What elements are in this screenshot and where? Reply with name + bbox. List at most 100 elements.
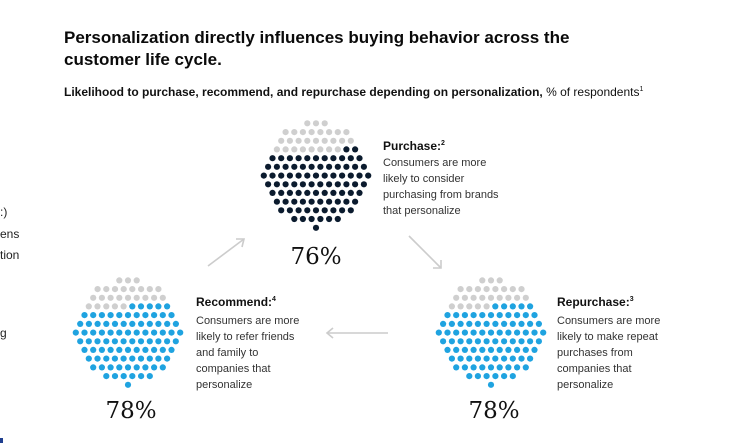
recommend-filled-dot — [85, 355, 92, 362]
purchase-filled-dot — [321, 172, 328, 179]
recommend-filled-dot — [159, 364, 166, 371]
repurchase-filled-dot — [501, 303, 508, 310]
recommend-filled-dot — [124, 346, 132, 353]
purchase-empty-dot — [330, 137, 337, 144]
repurchase-filled-dot — [487, 346, 495, 353]
purchase-value-label: 76% — [290, 244, 341, 270]
purchase-empty-dot — [282, 146, 289, 153]
repurchase-filled-dot — [461, 364, 468, 371]
left-cutoff-text-4: g — [0, 326, 7, 340]
repurchase-filled-dot — [466, 338, 473, 345]
recommend-dot-circle — [72, 277, 184, 388]
repurchase-filled-dot — [509, 338, 516, 345]
purchase-filled-dot — [286, 189, 293, 196]
purchase-filled-dot — [282, 163, 289, 170]
recommend-filled-dot — [155, 303, 162, 310]
recommend-filled-dot — [107, 364, 114, 371]
repurchase-filled-dot — [501, 320, 508, 327]
purchase-filled-dot — [339, 155, 346, 162]
left-cutoff-text-1: :) — [0, 205, 8, 219]
purchase-empty-dot — [334, 129, 341, 136]
recommend-filled-dot — [151, 312, 158, 319]
repurchase-desc-line: Consumers are more — [557, 315, 660, 327]
repurchase-filled-dot — [440, 338, 447, 345]
repurchase-filled-dot — [509, 303, 516, 310]
recommend-empty-dot — [138, 286, 145, 293]
purchase-empty-dot — [286, 137, 293, 144]
purchase-filled-dot — [282, 181, 289, 188]
purchase-label-name: Purchase — [383, 139, 437, 153]
repurchase-filled-dot — [492, 373, 499, 380]
purchase-filled-dot — [295, 189, 302, 196]
recommend-desc-line: Consumers are more — [196, 315, 299, 327]
purchase-filled-dot — [304, 189, 311, 196]
purchase-empty-dot — [304, 120, 311, 127]
arrow-repurchase-to-recommend — [325, 327, 388, 339]
repurchase-filled-dot — [461, 312, 468, 319]
repurchase-filled-dot — [492, 303, 499, 310]
repurchase-filled-dot — [487, 364, 495, 371]
repurchase-filled-dot — [492, 320, 499, 327]
purchase-empty-dot — [347, 137, 354, 144]
repurchase-empty-dot — [522, 294, 529, 301]
repurchase-filled-dot — [527, 338, 534, 345]
repurchase-empty-dot — [483, 303, 490, 310]
recommend-filled-dot — [120, 355, 127, 362]
repurchase-empty-dot — [487, 294, 495, 301]
recommend-filled-dot — [111, 320, 119, 327]
repurchase-filled-dot — [514, 312, 521, 319]
recommend-empty-dot — [116, 277, 123, 284]
repurchase-filled-dot — [535, 320, 543, 327]
repurchase-filled-dot — [483, 320, 490, 327]
recommend-filled-dot — [137, 338, 145, 345]
recommend-filled-dot — [98, 329, 105, 336]
recommend-filled-dot — [129, 338, 136, 345]
repurchase-filled-dot — [501, 373, 508, 380]
recommend-filled-dot — [116, 329, 123, 336]
recommend-filled-dot — [159, 329, 166, 336]
purchase-filled-dot — [299, 198, 306, 205]
repurchase-filled-dot — [531, 312, 538, 319]
recommend-label-name: Recommend — [196, 295, 268, 309]
repurchase-filled-dot — [514, 329, 521, 336]
purchase-filled-dot — [278, 189, 285, 196]
recommend-empty-dot — [151, 294, 158, 301]
purchase-filled-dot — [343, 163, 350, 170]
repurchase-filled-dot — [470, 364, 477, 371]
recommend-filled-dot — [151, 346, 158, 353]
repurchase-filled-dot — [509, 355, 516, 362]
purchase-filled-dot — [334, 163, 341, 170]
recommend-filled-dot — [129, 355, 136, 362]
repurchase-filled-dot — [457, 320, 464, 327]
purchase-label: Purchase:2 — [383, 139, 445, 153]
recommend-value-label: 78% — [105, 398, 156, 424]
repurchase-filled-dot — [435, 329, 442, 336]
repurchase-filled-dot — [522, 364, 529, 371]
repurchase-filled-dot — [470, 312, 477, 319]
purchase-empty-dot — [317, 129, 324, 136]
recommend-empty-dot — [124, 277, 132, 284]
purchase-filled-dot — [347, 172, 354, 179]
repurchase-filled-dot — [518, 338, 525, 345]
recommend-filled-dot — [77, 338, 84, 345]
purchase-filled-dot — [352, 146, 359, 153]
purchase-filled-dot — [347, 155, 354, 162]
repurchase-filled-dot — [501, 338, 508, 345]
purchase-filled-dot — [326, 181, 333, 188]
purchase-filled-dot — [343, 181, 350, 188]
purchase-filled-dot — [317, 215, 324, 223]
repurchase-empty-dot — [466, 286, 473, 293]
recommend-footnote: 4 — [272, 296, 276, 303]
purchase-filled-dot — [291, 181, 298, 188]
repurchase-footnote: 3 — [630, 296, 634, 303]
purchase-filled-dot — [304, 155, 311, 162]
repurchase-filled-dot — [448, 338, 455, 345]
recommend-filled-dot — [103, 355, 110, 362]
repurchase-filled-dot — [487, 312, 495, 319]
repurchase-desc-line: companies that — [557, 363, 632, 375]
purchase-filled-dot — [312, 189, 320, 196]
repurchase-empty-dot — [509, 286, 516, 293]
repurchase-filled-dot — [496, 312, 503, 319]
purchase-footnote: 2 — [441, 140, 445, 147]
recommend-empty-dot — [142, 294, 149, 301]
